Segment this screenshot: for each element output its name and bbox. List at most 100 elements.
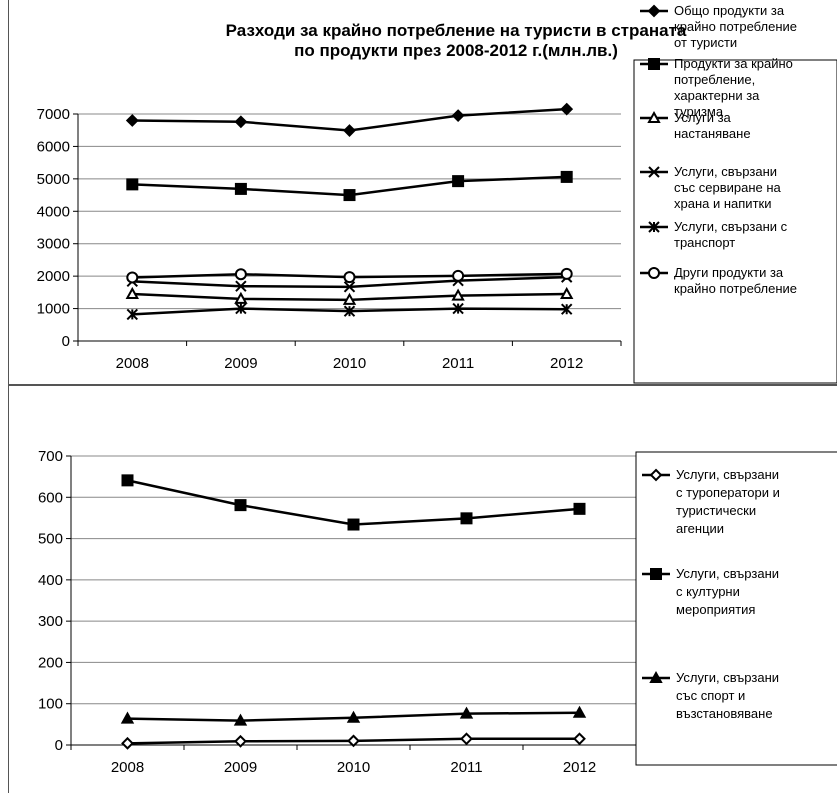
legend-label: потребление, [674,72,755,87]
y-tick-label: 5000 [37,171,70,188]
legend-label: Продукти за крайно [674,56,793,71]
data-point [346,710,361,723]
legend-label: със сервиране на [674,180,782,195]
chart-subtitle: по продукти през 2008-2012 г.(млн.лв.) [294,41,618,60]
series-2 [121,474,586,531]
data-point [347,518,360,531]
data-point [573,732,586,746]
legend-label: Услуги, свързани с [674,219,788,234]
data-point [234,182,247,195]
data-point [560,267,573,280]
y-tick-label: 100 [38,696,63,713]
chart-1: Разходи за крайно потребление на туристи… [37,3,837,384]
legend-label: крайно потребление [674,19,797,34]
data-point [235,280,247,292]
data-point [125,114,139,127]
data-point [343,189,356,202]
legend-label: Услуги, свързани [676,467,779,482]
series-1 [121,732,586,750]
chart-2: 0 100 200 300 400 500 600 700 2008 2009 2010 2011 20… [38,448,837,776]
legend-label: от туристи [674,35,737,50]
y-tick-label: 600 [38,489,63,506]
x-tick-label: 2012 [563,759,596,776]
legend-marker [650,568,662,580]
legend-marker [648,166,660,178]
data-point [234,268,247,281]
y-tick-label: 1000 [37,301,70,318]
data-point [342,292,357,305]
legend-label: мероприятия [676,602,755,617]
y-tick-label: 0 [62,333,70,350]
data-point [347,734,360,748]
chart-2-frame: 0 100 200 300 400 500 600 700 2008 2009 2010 2011 20… [8,385,837,793]
data-point [126,271,139,284]
data-point [460,512,473,525]
y-tick-label: 500 [38,531,63,548]
legend-box [635,451,837,766]
legend-label: с културни [676,584,740,599]
data-point [343,271,356,284]
y-tick-label: 400 [38,572,63,589]
chart-title: Разходи за крайно потребление на туристи… [226,21,687,40]
x-tick-label: 2009 [224,355,257,372]
y-tick-label: 700 [38,448,63,465]
legend-marker [648,58,660,70]
data-point [459,706,474,719]
legend-label: Услуги за [674,110,732,125]
legend-item: Услуги, свързани със спорт и възстановяван… [642,670,779,721]
legend-label: храна и напитки [674,196,771,211]
y-tick-label: 3000 [37,236,70,253]
data-point [120,711,135,724]
x-tick-label: 2009 [224,759,257,776]
legend-marker [649,670,663,683]
y-tick-label: 2000 [37,268,70,285]
y-tick-label: 4000 [37,203,70,220]
legend-label: настаняване [674,126,751,141]
data-point [451,109,465,123]
legend-label: Услуги, свързани [674,164,777,179]
legend-label: Други продукти за [674,265,784,280]
legend-label: туристически [676,503,756,518]
x-tick-label: 2011 [442,355,474,372]
legend-marker [649,468,663,482]
data-point [573,502,586,515]
x-tick-label: 2008 [111,759,144,776]
series-5 [126,302,573,321]
legend-marker [647,110,661,123]
y-tick-label: 0 [55,737,63,754]
data-point [126,308,139,321]
data-point [452,175,465,188]
y-tick-label: 300 [38,613,63,630]
series-3 [125,286,574,305]
legend-marker [647,4,661,18]
series-1 [125,102,574,137]
data-point [125,286,139,299]
data-point [121,736,134,750]
data-point [343,281,356,293]
data-point [560,102,574,116]
legend-label: транспорт [674,235,735,250]
legend-item: Услуги, свързани с туроператори и туристич… [642,467,780,536]
legend-marker [648,221,660,233]
legend-item: Продукти за крайнопотребление,характерни… [640,56,793,119]
data-point [234,291,248,304]
data-point [126,178,139,191]
legend-item: Услуги, свързани с културни мероприятия [642,566,779,617]
y-tick-label: 7000 [37,106,70,123]
legend-label: крайно потребление [674,281,797,296]
data-point [560,170,573,183]
data-point [560,286,574,299]
data-point [452,302,464,315]
data-point [460,732,473,746]
x-tick-label: 2008 [116,355,149,372]
data-point [121,474,134,487]
data-point [343,305,356,317]
data-point [343,124,356,137]
data-point [572,705,587,718]
series-line [127,479,580,526]
